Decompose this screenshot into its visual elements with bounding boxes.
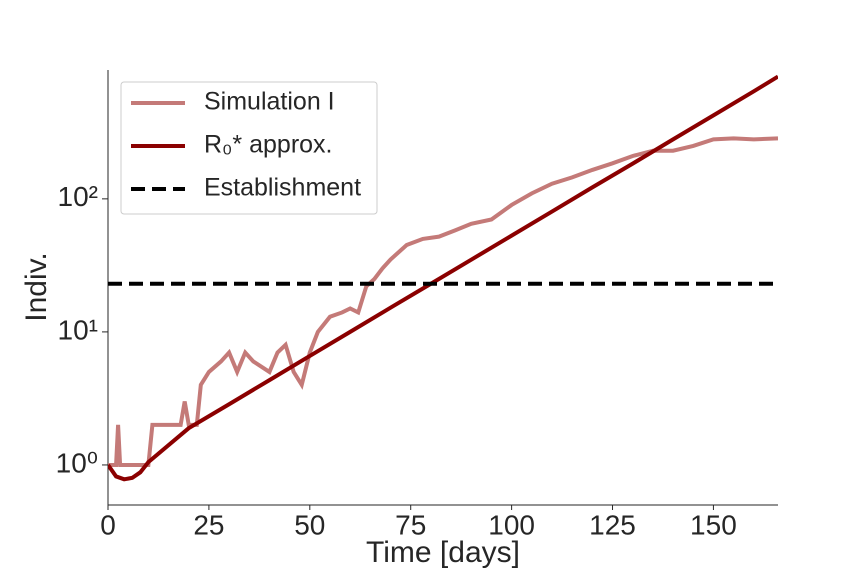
y-tick-label: 10²	[58, 181, 98, 212]
x-tick-label: 100	[488, 509, 535, 540]
legend-label: Establishment	[204, 174, 361, 202]
x-tick-label: 125	[589, 509, 636, 540]
y-axis-label: Indiv.	[20, 252, 53, 321]
y-tick-label: 10⁰	[56, 447, 98, 478]
legend-label: R₀* approx.	[204, 131, 333, 159]
x-tick-label: 0	[100, 509, 116, 540]
series-line	[108, 136, 778, 467]
legend-label: Simulation I	[204, 88, 335, 116]
legend-box	[120, 81, 378, 215]
series-line	[108, 74, 778, 482]
x-tick-label: 25	[193, 509, 224, 540]
x-tick-label: 150	[690, 509, 737, 540]
x-tick-label: 75	[395, 509, 426, 540]
x-tick-label: 50	[294, 509, 325, 540]
y-tick-label: 10¹	[58, 314, 98, 345]
x-axis-label: Time [days]	[366, 536, 520, 569]
